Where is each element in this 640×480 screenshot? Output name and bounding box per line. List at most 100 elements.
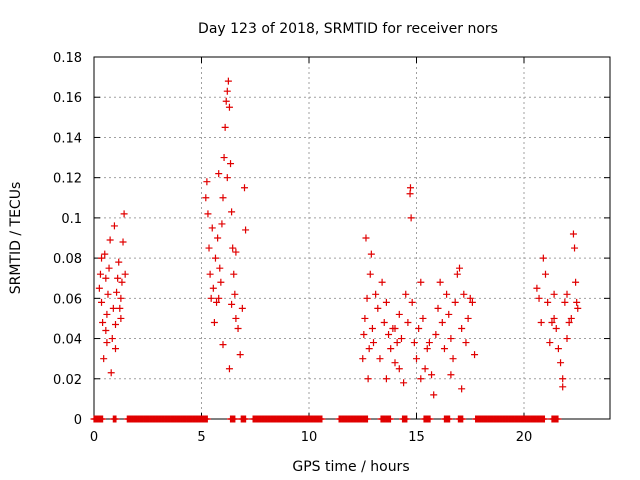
data-point [238,304,246,312]
data-point [242,226,250,234]
data-point [376,355,384,363]
data-point [225,103,233,111]
data-point [101,250,109,258]
data-point [112,415,120,423]
data-point [202,194,210,202]
data-point [220,154,228,162]
data-point [449,355,457,363]
data-point [419,314,427,322]
data-point [561,298,569,306]
data-point [224,77,232,85]
y-axis-label: SRMTID / TECUs [8,182,24,295]
data-point [391,359,399,367]
data-point [113,288,121,296]
data-point [458,325,466,332]
data-point [386,415,394,423]
data-point [232,248,240,256]
data-point [550,314,558,322]
data-point [406,184,414,192]
data-point [426,415,434,423]
data-point [228,208,236,216]
data-point [104,290,112,298]
data-point [231,290,239,298]
data-point [241,184,248,192]
data-point [468,298,476,306]
x-tick-label: 10 [301,430,318,445]
data-point [397,335,405,343]
data-point [410,339,418,347]
data-point [106,236,114,244]
data-point [207,294,215,302]
data-point [559,383,567,391]
data-point [105,264,113,272]
data-point [225,365,233,373]
data-point [118,278,126,286]
data-point [214,234,222,242]
data-point [102,327,110,335]
data-point [361,314,369,322]
data-point [453,270,461,278]
y-tick-label: 0.16 [53,91,82,106]
data-point [459,415,467,423]
data-point [216,264,224,272]
x-tick-label: 20 [516,430,533,445]
data-point [362,234,370,242]
data-point [227,160,235,168]
data-point [382,298,390,306]
data-point [440,345,448,353]
data-point [378,278,386,286]
data-point [119,238,127,246]
data-point [432,331,440,339]
data-point [120,210,128,218]
data-point [438,318,446,326]
data-point [550,290,558,298]
data-point [112,345,119,353]
data-point [552,325,560,332]
data-point [98,254,106,262]
data-point [451,298,459,306]
data-point [533,284,541,292]
data-point [567,314,575,322]
data-point [443,290,451,298]
data-point [539,254,547,262]
data-point [223,174,231,182]
data-point [117,314,125,322]
data-point [218,220,226,228]
data-point [114,274,122,282]
data-point [408,298,416,306]
data-point [402,290,410,298]
data-point [112,320,119,328]
data-point [565,318,573,326]
data-point [535,294,543,302]
data-point [206,270,214,278]
data-point [569,230,577,238]
data-point [385,331,393,339]
y-tick-label: 0.12 [53,172,82,187]
data-point [393,339,401,347]
data-point [209,284,217,292]
data-point [447,335,455,343]
data-point [98,298,106,306]
data-point [460,290,468,298]
data-point [215,170,223,178]
data-point [554,415,562,423]
data-point [204,210,212,218]
data-point [458,385,466,393]
x-tick-label: 5 [197,430,205,445]
data-point [382,375,390,383]
data-point [395,365,403,373]
data-point [110,222,118,230]
data-point [415,325,423,332]
data-point [121,270,129,278]
data-point [360,331,368,339]
data-point [542,270,549,278]
data-point [203,178,211,186]
data-points [90,77,582,423]
data-point [540,415,548,423]
data-point [574,304,582,312]
data-point [436,278,444,286]
plot-frame [93,56,611,420]
data-point [231,415,239,423]
y-tick-label: 0.08 [53,252,82,267]
